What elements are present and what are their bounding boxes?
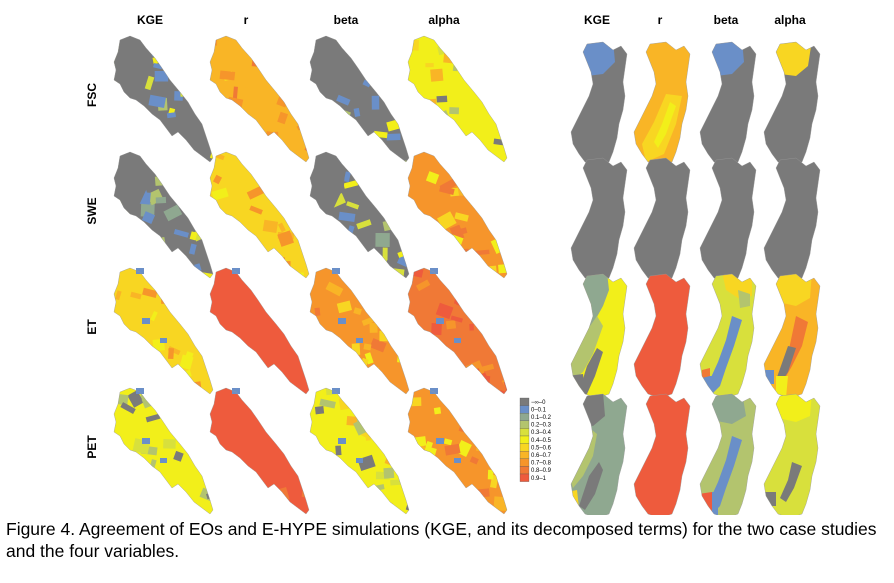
- row-header-pet: PET: [85, 435, 99, 459]
- column-headers-right: KGE r beta alpha: [584, 13, 806, 27]
- column-header-alpha: alpha: [428, 13, 460, 27]
- map-right-et-kge: [570, 273, 628, 399]
- legend-label: −∞–0: [531, 400, 546, 406]
- map-left-et-beta: [309, 267, 410, 395]
- map-left-fsc-alpha: [407, 35, 508, 163]
- legend-swatch: [519, 458, 530, 467]
- map-left-swe-alpha: [407, 151, 508, 279]
- column-header-right-beta: beta: [714, 13, 739, 27]
- row-header-et: ET: [85, 319, 99, 335]
- legend-swatch: [519, 443, 530, 452]
- map-right-fsc-kge: [570, 41, 628, 167]
- legend-label: 0.8–0.9: [531, 468, 552, 474]
- map-left-swe-r: [209, 151, 310, 279]
- column-header-kge: KGE: [137, 13, 163, 27]
- map-right-fsc-beta: [699, 41, 757, 167]
- column-header-right-r: r: [658, 13, 663, 27]
- legend-label: 0.1–0.2: [531, 415, 552, 421]
- column-header-right-alpha: alpha: [774, 13, 806, 27]
- figure-panel: KGE r beta alpha KGE r beta alpha FSCSWEETPET …: [85, 13, 821, 515]
- map-left-fsc-kge: [113, 35, 214, 163]
- legend-swatch: [519, 435, 530, 444]
- map-left-pet-beta: [309, 387, 410, 515]
- column-header-beta: beta: [334, 13, 359, 27]
- legend-label: 0.5–0.6: [531, 445, 552, 451]
- row-header-fsc: FSC: [85, 83, 99, 107]
- map-right-swe-alpha: [763, 157, 821, 283]
- map-right-fsc-alpha: [763, 41, 821, 167]
- map-right-et-alpha: [763, 273, 821, 399]
- legend-label: 0.2–0.3: [531, 423, 552, 429]
- case-study-left-maps: [113, 35, 508, 515]
- map-right-et-beta: [699, 273, 757, 399]
- map-left-pet-alpha: [407, 387, 508, 515]
- legend-swatch: [519, 451, 530, 459]
- color-legend: −∞–00–0.1 0.1–0.2 0.2–0.30.3–0.4 0.4–0.50.5…: [519, 397, 552, 482]
- legend-swatch: [519, 473, 530, 482]
- legend-label: 0.7–0.8: [531, 461, 552, 467]
- row-header-swe: SWE: [85, 197, 99, 224]
- map-left-et-r: [209, 267, 310, 395]
- map-left-pet-r: [209, 387, 310, 515]
- column-header-right-kge: KGE: [584, 13, 610, 27]
- legend-label: 0.4–0.5: [531, 438, 552, 444]
- legend-swatch: [519, 413, 530, 421]
- map-right-pet-kge: [570, 393, 628, 515]
- map-left-fsc-r: [209, 35, 310, 163]
- row-headers: FSC SWE ET PET: [85, 83, 99, 459]
- column-headers-left: KGE r beta alpha: [137, 13, 460, 27]
- legend-swatch: [519, 428, 530, 437]
- column-header-r: r: [244, 13, 249, 27]
- figure-caption: Figure 4. Agreement of EOs and E-HYPE si…: [6, 519, 877, 561]
- case-study-right-maps: [570, 41, 821, 515]
- map-right-swe-kge: [570, 157, 628, 283]
- map-left-pet-kge: [113, 387, 214, 515]
- map-left-et-kge: [113, 267, 214, 395]
- map-right-fsc-r: [633, 41, 691, 167]
- map-left-swe-kge: [113, 151, 214, 279]
- map-right-pet-r: [633, 393, 691, 515]
- map-left-et-alpha: [407, 267, 508, 395]
- map-right-pet-beta: [699, 393, 757, 515]
- legend-label: 0.6–0.7: [531, 453, 552, 459]
- legend-label: 0.3–0.4: [531, 430, 552, 436]
- map-right-et-r: [633, 273, 691, 399]
- legend-swatch: [519, 420, 530, 429]
- map-right-swe-beta: [699, 157, 757, 283]
- map-right-swe-r: [633, 157, 691, 283]
- legend-label: 0.9–1: [531, 476, 547, 482]
- legend-swatch: [519, 466, 530, 475]
- map-left-fsc-beta: [309, 35, 410, 163]
- legend-label: 0–0.1: [531, 407, 547, 413]
- map-right-pet-alpha: [763, 393, 821, 515]
- legend-swatch: [519, 397, 530, 406]
- legend-swatch: [519, 405, 530, 414]
- map-left-swe-beta: [309, 151, 410, 279]
